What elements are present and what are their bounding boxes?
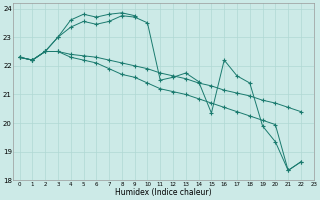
X-axis label: Humidex (Indice chaleur): Humidex (Indice chaleur) <box>115 188 212 197</box>
